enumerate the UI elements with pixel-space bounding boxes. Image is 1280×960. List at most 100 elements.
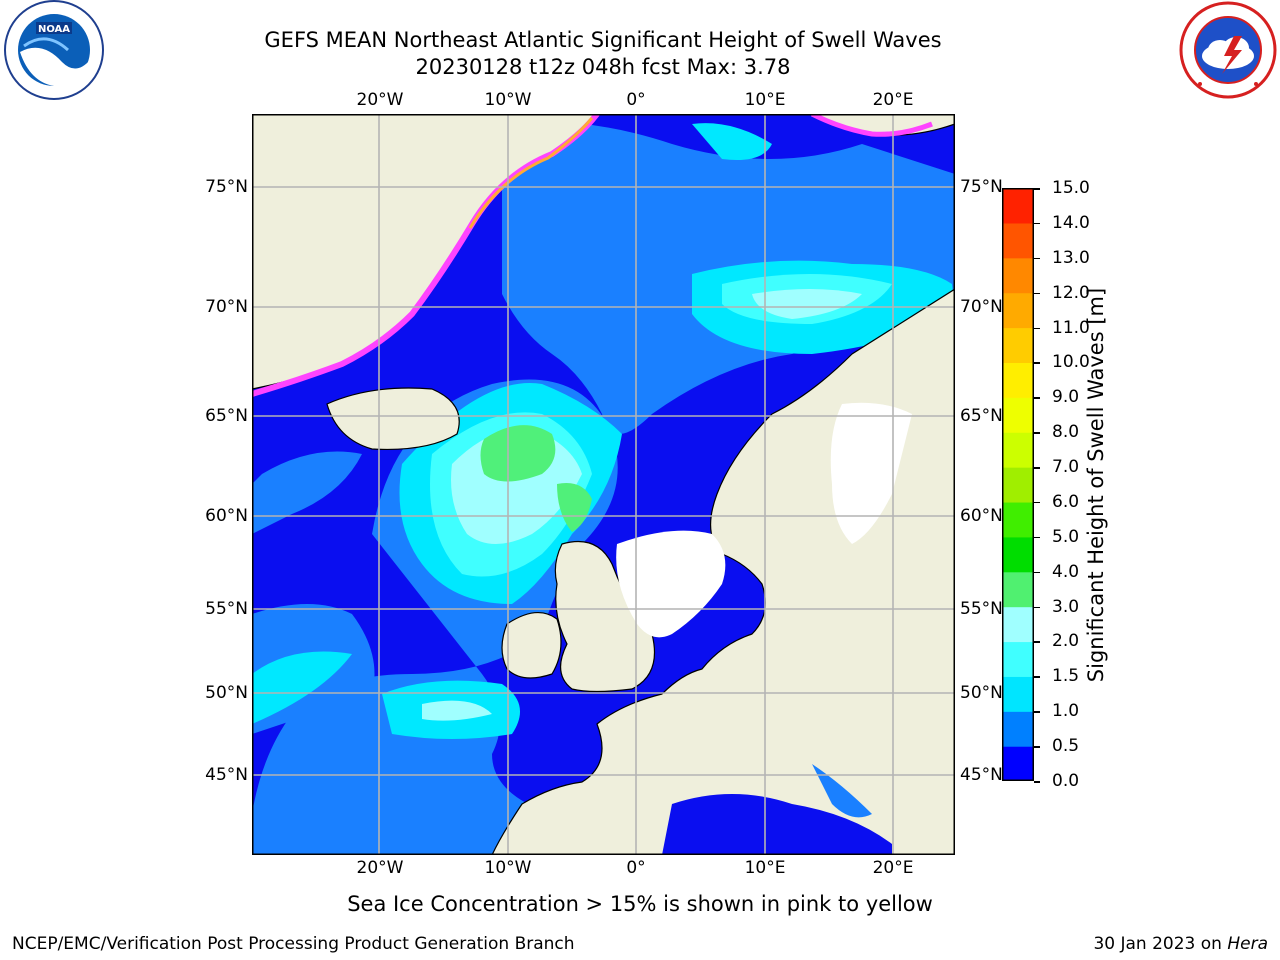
footer-host: Hera bbox=[1227, 934, 1268, 954]
colorbar-segment bbox=[1002, 571, 1034, 608]
lat-tick-right: 65°N bbox=[960, 406, 1003, 426]
nws-logo bbox=[1179, 1, 1277, 99]
colorbar-segment bbox=[1002, 711, 1034, 747]
colorbar-tick-label: 15.0 bbox=[1052, 178, 1090, 198]
great-britain-land bbox=[554, 540, 656, 693]
colorbar-segment bbox=[1002, 467, 1034, 503]
colorbar-segment bbox=[1002, 606, 1034, 643]
lon-tick-top: 10°W bbox=[484, 90, 532, 110]
footer-branch: NCEP/EMC/Verification Post Processing Pr… bbox=[12, 934, 575, 954]
colorbar-segment bbox=[1002, 327, 1034, 364]
colorbar-segment bbox=[1002, 222, 1034, 259]
lat-tick-right: 50°N bbox=[960, 683, 1003, 703]
colorbar-segment bbox=[1002, 641, 1034, 677]
colorbar-tick-label: 7.0 bbox=[1052, 457, 1080, 478]
colorbar-segment bbox=[1002, 292, 1034, 329]
colorbar-segment bbox=[1002, 397, 1034, 433]
lat-tick-left: 70°N bbox=[205, 297, 248, 317]
colorbar bbox=[1002, 188, 1034, 781]
colorbar-tick-mark bbox=[1034, 432, 1040, 434]
colorbar-tick-mark bbox=[1034, 257, 1040, 260]
lon-tick-top: 10°E bbox=[744, 90, 786, 110]
lon-tick-bottom: 10°E bbox=[744, 858, 786, 878]
lon-tick-top: 20°E bbox=[872, 90, 914, 110]
mediterranean-sea bbox=[662, 794, 892, 855]
lat-tick-right: 60°N bbox=[960, 506, 1003, 526]
colorbar-tick-mark bbox=[1034, 397, 1040, 399]
colorbar-segment bbox=[1002, 536, 1034, 573]
swell-band-3-0 bbox=[480, 425, 556, 482]
lat-tick-right: 70°N bbox=[960, 297, 1003, 317]
footer-timestamp: 30 Jan 2023 on Hera bbox=[1093, 934, 1268, 954]
colorbar-tick-mark bbox=[1034, 711, 1040, 713]
colorbar-tick-mark bbox=[1034, 571, 1040, 574]
svg-text:NOAA: NOAA bbox=[38, 24, 70, 35]
colorbar-tick-mark bbox=[1034, 676, 1040, 678]
colorbar-tick-label: 0.0 bbox=[1052, 771, 1080, 791]
colorbar-segment bbox=[1002, 432, 1034, 468]
colorbar-segment bbox=[1002, 501, 1034, 538]
colorbar-tick-mark bbox=[1034, 188, 1040, 190]
colorbar-tick-label: 8.0 bbox=[1052, 422, 1080, 443]
colorbar-tick-label: 10.0 bbox=[1052, 352, 1090, 373]
graticule bbox=[252, 114, 955, 855]
swell-band-3-0 bbox=[557, 483, 592, 532]
lat-tick-left: 50°N bbox=[205, 683, 248, 703]
colorbar-tick-label: 0.5 bbox=[1052, 736, 1080, 757]
lat-tick-left: 75°N bbox=[205, 177, 248, 197]
colorbar-tick-mark bbox=[1034, 746, 1040, 748]
colorbar-tick-mark bbox=[1034, 292, 1040, 295]
colorbar-tick-label: 2.0 bbox=[1052, 631, 1080, 652]
lat-tick-left: 60°N bbox=[205, 506, 248, 526]
swell-band-2-0 bbox=[752, 289, 862, 319]
swell-band-2-0 bbox=[422, 700, 492, 721]
lat-tick-left: 55°N bbox=[205, 599, 248, 619]
colorbar-tick-mark bbox=[1034, 536, 1040, 539]
footer-date: 30 Jan 2023 on bbox=[1093, 934, 1228, 954]
swell-band-1-0 bbox=[252, 651, 352, 724]
swell-band-1-0 bbox=[692, 123, 772, 160]
colorbar-tick-label: 3.0 bbox=[1052, 596, 1080, 617]
colorbar-tick-mark bbox=[1034, 606, 1040, 609]
colorbar-tick-mark bbox=[1034, 501, 1040, 504]
lon-tick-bottom: 10°W bbox=[484, 858, 532, 878]
colorbar-tick-mark bbox=[1034, 327, 1040, 330]
lon-tick-bottom: 20°W bbox=[356, 858, 404, 878]
colorbar-tick-label: 9.0 bbox=[1052, 387, 1080, 408]
colorbar-tick-mark bbox=[1034, 222, 1040, 225]
colorbar-tick-label: 5.0 bbox=[1052, 526, 1080, 547]
colorbar-segment bbox=[1002, 257, 1034, 294]
colorbar-tick-label: 11.0 bbox=[1052, 317, 1090, 338]
colorbar-tick-mark bbox=[1034, 362, 1040, 364]
map-subtitle: 20230128 t12z 048h fcst Max: 3.78 bbox=[415, 55, 791, 79]
baltic-nodata bbox=[830, 402, 912, 544]
sea-ice-edge bbox=[810, 114, 933, 137]
colorbar-tick-label: 12.0 bbox=[1052, 282, 1090, 303]
lat-tick-left: 45°N bbox=[205, 765, 248, 785]
colorbar-tick-mark bbox=[1034, 467, 1040, 469]
colorbar-tick-label: 4.0 bbox=[1052, 561, 1080, 582]
colorbar-segment bbox=[1002, 362, 1034, 398]
sea-ice-caption: Sea Ice Concentration > 15% is shown in … bbox=[347, 892, 933, 916]
colorbar-tick-mark bbox=[1034, 781, 1040, 783]
colorbar-tick-mark bbox=[1034, 641, 1040, 643]
lon-tick-top: 0° bbox=[626, 90, 646, 110]
colorbar-label: Significant Height of Swell Waves [m] bbox=[1084, 287, 1108, 683]
swell-height-map bbox=[252, 114, 955, 855]
north-sea-nodata bbox=[616, 530, 726, 638]
colorbar-tick-label: 14.0 bbox=[1052, 212, 1090, 233]
sea-ice-edge bbox=[468, 117, 594, 229]
adriatic-sea bbox=[812, 764, 872, 818]
colorbar-tick-label: 1.0 bbox=[1052, 701, 1080, 722]
lat-tick-right: 55°N bbox=[960, 599, 1003, 619]
lat-tick-right: 45°N bbox=[960, 765, 1003, 785]
map-title: GEFS MEAN Northeast Atlantic Significant… bbox=[264, 28, 942, 52]
swell-band-0-5 bbox=[252, 451, 362, 534]
lat-tick-right: 75°N bbox=[960, 177, 1003, 197]
colorbar-segment bbox=[1002, 676, 1034, 712]
colorbar-tick-label: 6.0 bbox=[1052, 491, 1080, 512]
colorbar-tick-label: 1.5 bbox=[1052, 666, 1080, 687]
iceland-land bbox=[326, 387, 460, 450]
colorbar-segment bbox=[1002, 746, 1034, 781]
ireland-land bbox=[501, 612, 562, 679]
